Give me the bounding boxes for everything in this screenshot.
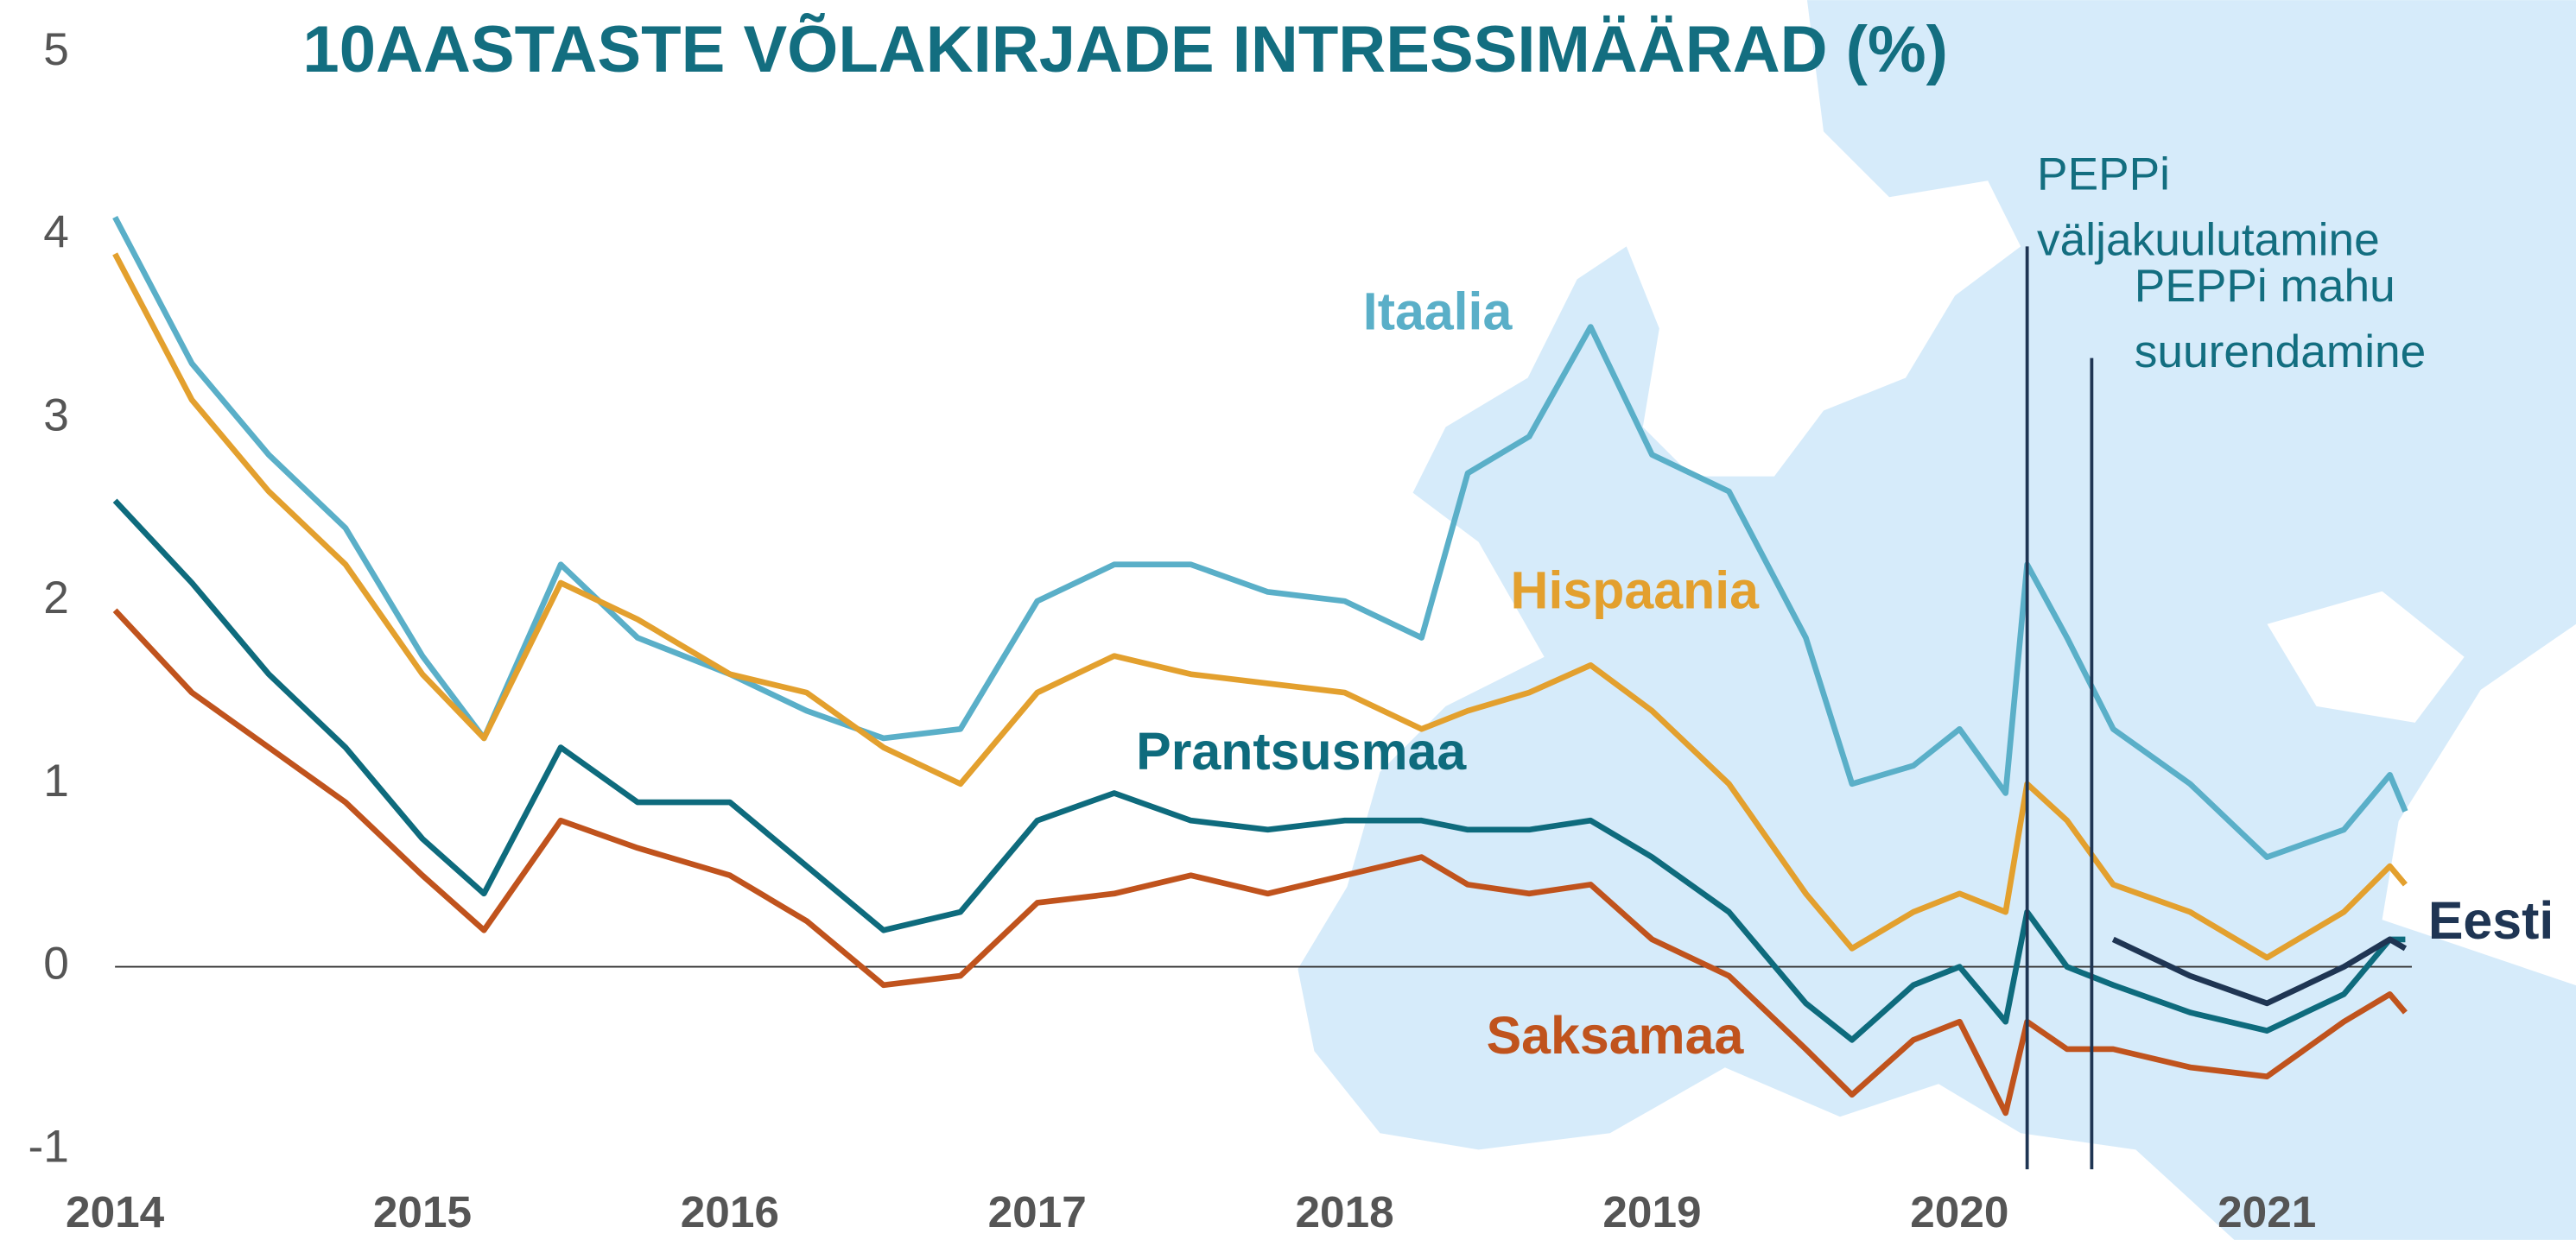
y-tick-label: 0 bbox=[43, 939, 69, 990]
annotation-text: PEPPi bbox=[2037, 149, 2170, 200]
y-tick-label: 2 bbox=[43, 573, 69, 623]
series-label: Prantsusmaa bbox=[1136, 722, 1467, 781]
annotation-text: suurendamine bbox=[2135, 326, 2426, 377]
x-tick-label: 2016 bbox=[681, 1187, 779, 1237]
background-map bbox=[1298, 0, 2576, 1240]
series-line bbox=[112, 608, 2408, 1117]
x-tick-label: 2017 bbox=[988, 1187, 1087, 1237]
chart-title: 10AASTASTE VÕLAKIRJADE INTRESSIMÄÄRAD (%… bbox=[302, 13, 1948, 86]
y-tick-label: 5 bbox=[43, 24, 69, 75]
series-line bbox=[112, 252, 2408, 961]
series-line bbox=[112, 498, 2406, 1043]
series-label: Itaalia bbox=[1363, 282, 1513, 340]
x-tick-label: 2014 bbox=[66, 1187, 165, 1237]
annotation-text: PEPPi mahu bbox=[2135, 261, 2395, 312]
series-line bbox=[2111, 936, 2408, 1007]
series-label: Eesti bbox=[2428, 891, 2554, 950]
y-tick-label: 3 bbox=[43, 389, 69, 440]
series-label: Saksamaa bbox=[1487, 1006, 1745, 1065]
series-line bbox=[112, 215, 2408, 860]
series-label: Hispaania bbox=[1511, 561, 1761, 620]
x-tick-label: 2020 bbox=[1910, 1187, 2008, 1237]
y-tick-label: -1 bbox=[29, 1121, 69, 1172]
x-tick-label: 2015 bbox=[373, 1187, 472, 1237]
x-tick-label: 2021 bbox=[2218, 1187, 2316, 1237]
x-tick-label: 2019 bbox=[1602, 1187, 1701, 1237]
y-tick-label: 1 bbox=[43, 756, 69, 807]
x-tick-label: 2018 bbox=[1296, 1187, 1394, 1237]
y-tick-label: 4 bbox=[43, 207, 69, 258]
annotation-text: väljakuulutamine bbox=[2037, 215, 2380, 266]
